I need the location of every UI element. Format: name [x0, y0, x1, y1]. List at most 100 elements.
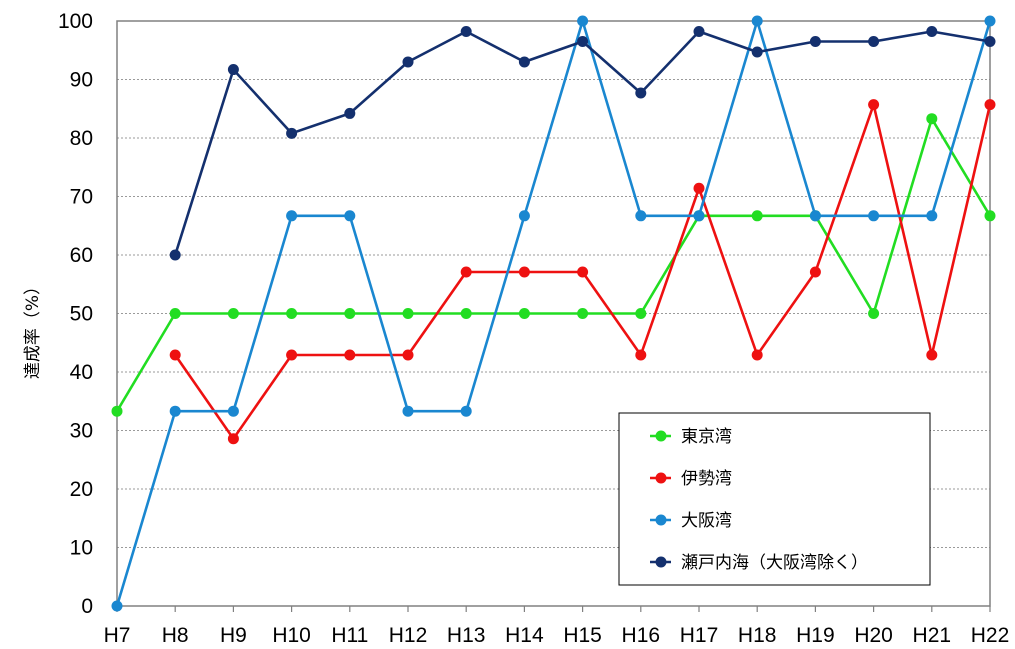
data-point [926, 349, 938, 361]
data-point [635, 87, 647, 99]
data-point [868, 308, 880, 319]
series-line [115, 117, 992, 412]
data-point [751, 349, 763, 361]
y-tick-label: 60 [70, 244, 93, 267]
data-point [926, 210, 938, 222]
legend-label: 東京湾 [681, 427, 732, 447]
data-point [577, 15, 589, 27]
data-point [344, 107, 356, 119]
data-point [169, 308, 181, 319]
x-tick-label: H19 [796, 624, 835, 647]
x-axis-tick-labels: H7 H8 H9 H10 H11 H12 H13 H14 H15 H16 H17 H18 H19 H20 H… [104, 606, 1010, 647]
data-point [635, 349, 647, 361]
data-point [751, 210, 763, 222]
x-tick-label: H11 [331, 624, 368, 647]
data-point [868, 35, 880, 47]
y-tick-label: 80 [70, 127, 93, 150]
data-point [227, 405, 239, 417]
data-point [693, 26, 705, 38]
y-tick-label: 30 [70, 420, 93, 443]
data-point [460, 266, 472, 278]
data-point [169, 249, 181, 261]
data-point [286, 308, 298, 319]
data-point [111, 600, 123, 612]
legend-marker [655, 472, 667, 484]
data-point [169, 405, 181, 417]
data-point [286, 349, 298, 361]
data-point [460, 308, 472, 319]
series-line [115, 19, 992, 607]
data-point [344, 308, 356, 319]
legend-label: 伊勢湾 [681, 469, 732, 489]
y-axis-tick-labels: 0 10 20 30 40 50 60 70 80 90 100 [58, 10, 93, 618]
data-point [984, 15, 996, 27]
x-tick-label: H17 [680, 624, 719, 647]
data-point [460, 405, 472, 417]
data-point [227, 64, 239, 76]
x-tick-label: H7 [104, 624, 131, 647]
y-tick-label: 10 [70, 537, 93, 560]
x-tick-label: H15 [563, 624, 602, 647]
plot-area-frame [116, 20, 991, 607]
data-point [286, 127, 298, 139]
data-point [227, 433, 239, 445]
series-lines [111, 15, 996, 612]
y-tick-label: 100 [58, 10, 93, 33]
x-tick-label: H16 [622, 624, 661, 647]
data-point [286, 210, 298, 222]
data-point [868, 210, 880, 222]
data-point [926, 113, 938, 125]
data-point [402, 308, 414, 319]
data-point [460, 26, 472, 38]
series-2 [111, 15, 996, 612]
y-tick-label: 90 [70, 69, 93, 92]
y-tick-label: 20 [70, 478, 93, 501]
data-point [518, 56, 530, 68]
data-point [402, 349, 414, 361]
x-tick-label: H22 [971, 624, 1010, 647]
data-point [693, 182, 705, 194]
data-point [518, 266, 530, 278]
data-point [402, 405, 414, 417]
y-tick-label: 70 [70, 186, 93, 209]
data-point [169, 349, 181, 361]
data-point [984, 99, 996, 111]
legend-marker [655, 514, 667, 526]
data-point [984, 210, 996, 222]
data-point [809, 35, 821, 47]
data-point [809, 210, 821, 222]
x-tick-label: H8 [162, 624, 189, 647]
data-point [518, 308, 530, 319]
series-1 [169, 99, 996, 445]
x-tick-label: H9 [220, 624, 247, 647]
series-line [173, 30, 991, 256]
data-point [809, 266, 821, 278]
data-point [518, 210, 530, 222]
legend-marker [655, 430, 667, 442]
x-tick-label: H13 [447, 624, 486, 647]
data-point [635, 210, 647, 222]
x-tick-label: H21 [913, 624, 952, 647]
data-point [635, 308, 647, 319]
data-point [751, 15, 763, 27]
y-tick-label: 50 [70, 303, 93, 326]
y-axis-label: 達成率（%） [23, 278, 43, 379]
data-point [111, 405, 123, 417]
data-point [868, 99, 880, 111]
data-point [984, 35, 996, 47]
y-tick-label: 0 [81, 595, 93, 618]
legend-label: 大阪湾 [681, 511, 732, 531]
data-point [227, 308, 239, 319]
legend-label: 瀬戸内海（大阪湾除く） [681, 553, 868, 573]
data-point [577, 266, 589, 278]
x-tick-label: H18 [738, 624, 777, 647]
y-tick-label: 40 [70, 361, 93, 384]
legend-box [618, 412, 931, 586]
x-tick-label: H14 [505, 624, 544, 647]
data-point [344, 349, 356, 361]
data-point [402, 56, 414, 68]
x-tick-label: H12 [389, 624, 428, 647]
x-tick-label: H20 [854, 624, 893, 647]
